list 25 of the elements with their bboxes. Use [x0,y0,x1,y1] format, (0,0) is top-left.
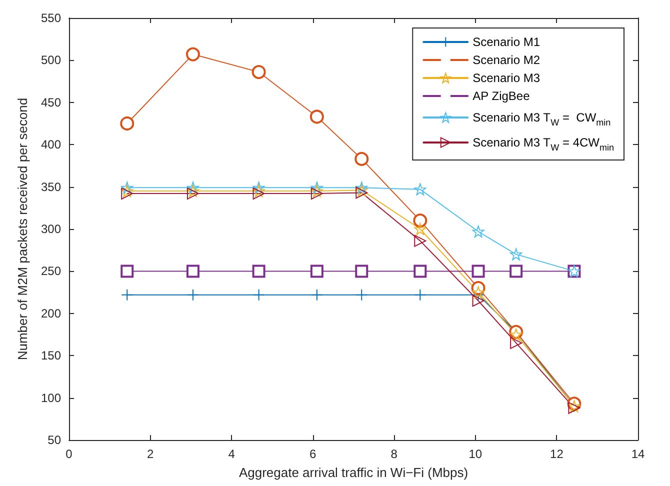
x-axis-title: Aggregate arrival traffic in Wi−Fi (Mbps) [238,465,468,480]
legend-label: Scenario M3 [472,71,540,85]
y-tick-label: 150 [40,348,62,363]
y-tick-label: 450 [40,95,62,110]
x-tick-label: 12 [550,447,564,461]
y-tick-label: 500 [40,53,62,68]
y-tick-label: 350 [40,180,62,194]
x-tick-label: 8 [390,447,398,461]
x-tick-label: 4 [228,447,236,461]
legend-label: Scenario M1 [472,35,540,49]
legend-label: Scenario M2 [472,53,540,67]
y-tick-label: 550 [40,11,62,25]
y-tick-label: 400 [40,138,62,152]
legend-label: AP ZigBee [472,89,530,103]
y-axis-title: Number of M2M packets received per second [15,98,30,360]
y-tick-label: 50 [48,433,62,447]
x-tick-label: 0 [66,447,73,461]
x-tick-label: 10 [468,447,482,461]
x-tick-label: 6 [310,447,317,461]
y-tick-label: 200 [40,306,62,320]
y-tick-label: 250 [40,264,62,278]
y-tick-label: 300 [40,222,62,236]
x-tick-label: 14 [631,447,645,461]
y-tick-label: 100 [40,390,62,405]
x-tick-label: 2 [146,447,154,461]
